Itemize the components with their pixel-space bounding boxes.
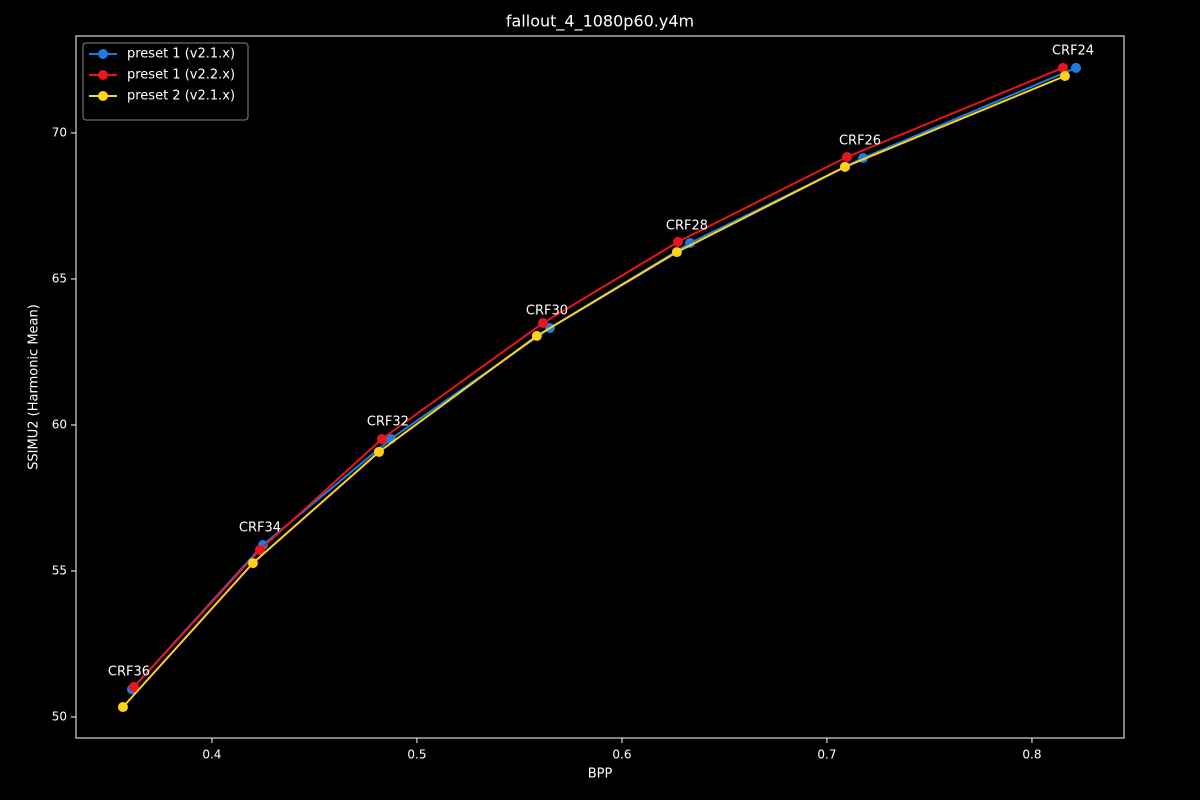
point: [672, 236, 683, 247]
point-label: CRF36: [108, 665, 150, 680]
point: [531, 330, 542, 341]
x-axis-label: BPP: [588, 767, 613, 782]
point: [117, 702, 128, 713]
point-label: CRF34: [239, 520, 281, 535]
y-tick-label: 70: [52, 125, 67, 139]
x-tick-label: 0.8: [1022, 748, 1041, 762]
legend-marker: [98, 49, 108, 59]
point: [839, 161, 850, 172]
series-line: [122, 75, 1066, 708]
series-line: [133, 66, 1064, 688]
point: [1071, 62, 1082, 73]
y-tick-label: 50: [52, 709, 67, 723]
legend-label: preset 2 (v2.1.x): [127, 89, 235, 104]
point: [684, 238, 695, 249]
y-tick-label: 65: [52, 271, 67, 285]
plot-frame: [75, 35, 1125, 739]
legend-label: preset 1 (v2.1.x): [127, 47, 235, 62]
point: [538, 318, 549, 329]
y-axis-label: SSIMU2 (Harmonic Mean): [27, 304, 42, 470]
point: [1059, 71, 1070, 82]
point: [1057, 62, 1068, 73]
legend-marker: [98, 70, 108, 80]
x-tick-label: 0.6: [612, 748, 631, 762]
point-label: CRF32: [367, 414, 409, 429]
x-tick-label: 0.5: [407, 748, 426, 762]
point: [129, 681, 140, 692]
point: [374, 446, 385, 457]
y-tick-label: 55: [52, 563, 67, 577]
point: [842, 151, 853, 162]
y-tick-label: 60: [52, 417, 67, 431]
point-label: CRF28: [666, 219, 708, 234]
point: [376, 433, 387, 444]
point-label: CRF30: [526, 304, 568, 319]
x-tick-label: 0.4: [202, 748, 221, 762]
point-label: CRF26: [839, 134, 881, 149]
x-tick-label: 0.7: [817, 748, 836, 762]
point-label: CRF24: [1052, 43, 1094, 58]
legend-marker: [98, 91, 108, 101]
legend-label: preset 1 (v2.2.x): [127, 68, 235, 83]
series-line: [131, 66, 1077, 690]
point: [671, 247, 682, 258]
point: [247, 558, 258, 569]
chart-title: fallout_4_1080p60.y4m: [506, 12, 694, 32]
point: [254, 544, 265, 555]
legend-box: [82, 42, 249, 121]
